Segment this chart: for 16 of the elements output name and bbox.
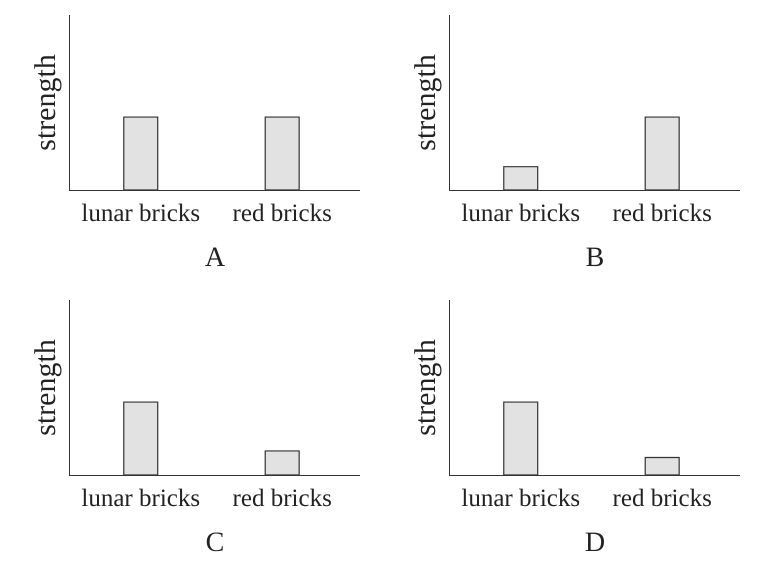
x-axis-title: D	[584, 527, 606, 558]
x-tick-label: lunar bricks	[461, 200, 580, 228]
x-tick-label: red bricks	[232, 485, 332, 512]
x-tick-label: red bricks	[612, 200, 712, 228]
x-axis-title: B	[586, 242, 604, 274]
y-axis-title: strength	[408, 54, 442, 151]
x-axis-title: C	[206, 527, 224, 558]
y-axis-title: strength	[28, 339, 62, 436]
y-axis-title: strength	[408, 339, 442, 436]
x-tick-label: lunar bricks	[461, 485, 580, 512]
x-tick-label: lunar bricks	[81, 485, 200, 512]
x-tick-label: lunar bricks	[81, 200, 200, 228]
x-tick-label: red bricks	[612, 485, 712, 512]
x-axis-title: A	[204, 242, 226, 274]
y-axis-title: strength	[28, 54, 62, 151]
x-tick-label: red bricks	[232, 200, 332, 228]
